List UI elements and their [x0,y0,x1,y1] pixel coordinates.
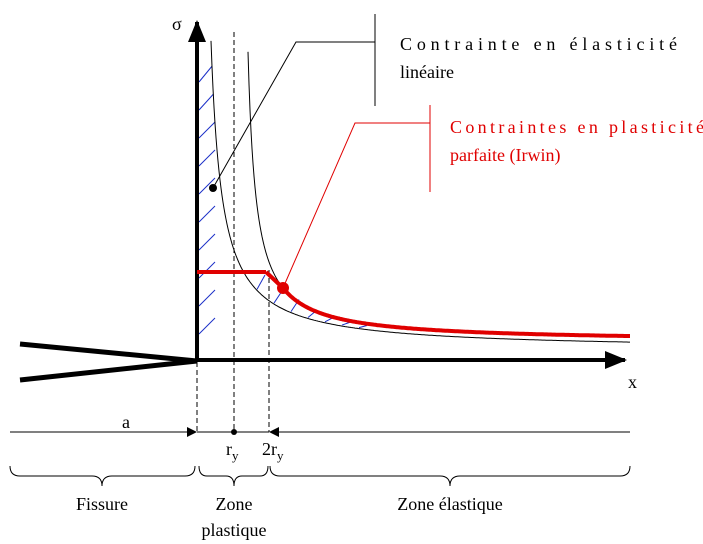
label-main: r [226,439,232,459]
hatch-line [198,149,216,167]
label-main: 2r [262,439,277,459]
elastic-curve [210,40,630,343]
hatch-line [198,177,216,195]
hatch-line [198,233,216,251]
crack-lip [19,341,198,364]
hatch-line [198,317,216,335]
zone-label: Fissure [76,494,128,514]
plastic-curve [281,286,630,338]
annotation: parfaite (Irwin) [450,145,560,166]
shifted-curve [247,51,284,289]
dimension-label: a [122,412,130,432]
brace [9,465,196,487]
hatch-line [198,121,216,139]
zone-label: Zone [216,494,253,514]
hatch-line [256,274,266,290]
brace [269,465,631,487]
hatch-line [198,205,216,223]
brace [198,465,269,487]
ry-point [231,429,237,435]
zone-label: Zone élastique [397,494,502,514]
annotation: linéaire [400,62,454,82]
hatch-line [198,93,214,111]
leader [212,41,375,189]
dimension-label: ry [226,439,239,463]
label-sub: y [277,448,284,463]
hatch-line [341,321,351,326]
hatch-line [358,325,368,329]
leader [282,122,430,289]
crack-lip [19,358,198,383]
hatch-line [198,65,213,83]
zone-label: plastique [202,520,267,540]
hatch-line [198,289,216,307]
annotation: Contraintes en plasticité [450,117,703,137]
x-axis-label: x [628,372,637,392]
label-sub: y [232,448,239,463]
dimension-label: 2ry [262,439,284,463]
annotation: Contrainte en élasticité [400,34,677,54]
y-axis-label: σ [172,14,182,34]
